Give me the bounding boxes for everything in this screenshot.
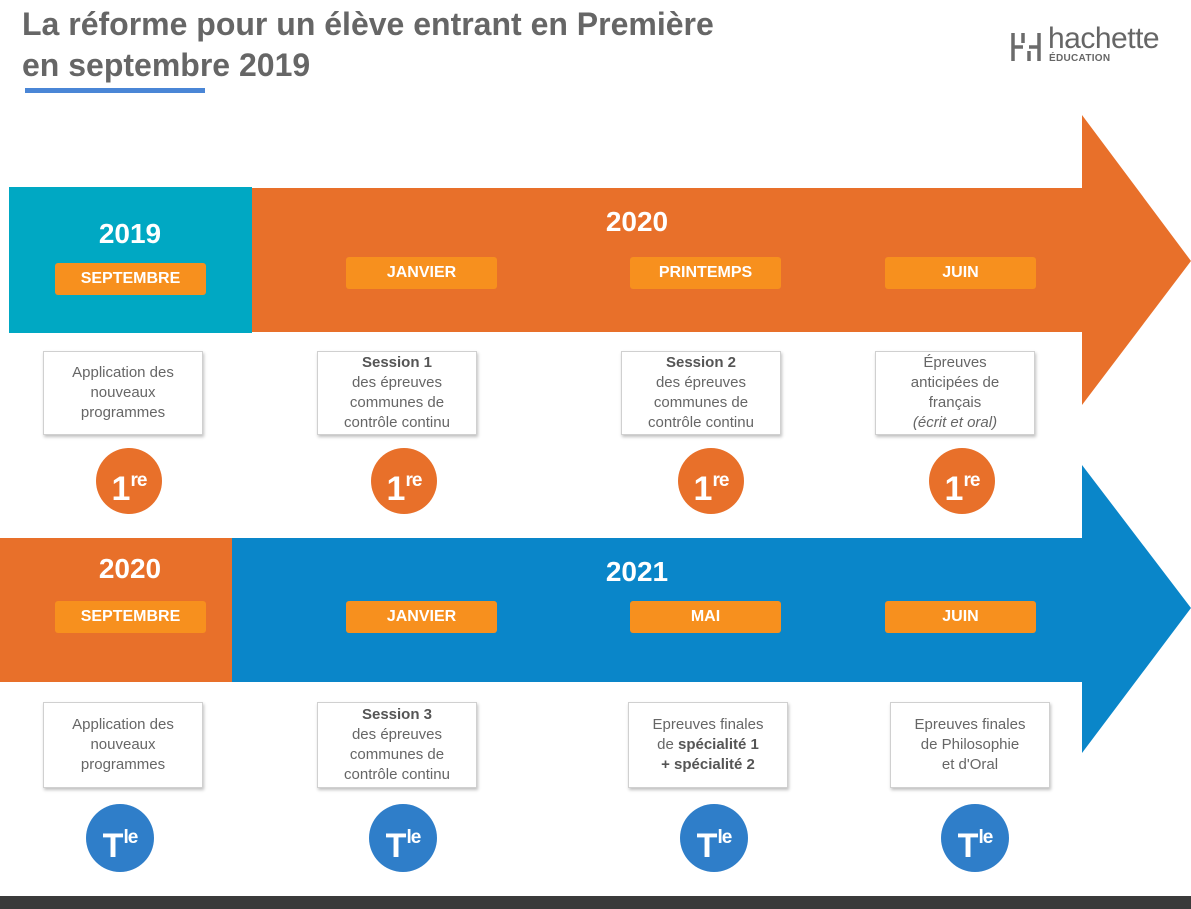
row1-month-printemps: PRINTEMPS xyxy=(630,257,781,289)
row2-box-application: Application des nouveaux programmes xyxy=(43,702,203,788)
row1-month-juin: JUIN xyxy=(885,257,1036,289)
page-title: La réforme pour un élève entrant en Prem… xyxy=(22,4,922,86)
row1-box-session2: Session 2 des épreuves communes de contr… xyxy=(621,351,781,435)
row1-box-francais: Épreuves anticipées de français (écrit e… xyxy=(875,351,1035,435)
row1-start-year: 2019 xyxy=(98,218,162,249)
title-line-1: La réforme pour un élève entrant en Prem… xyxy=(22,6,714,42)
logo-subtitle: ÉDUCATION xyxy=(1049,53,1111,64)
row2-box-session3: Session 3 des épreuves communes de contr… xyxy=(317,702,477,788)
row1-month-septembre: SEPTEMBRE xyxy=(55,263,206,295)
premiere-badge: 1re xyxy=(371,448,437,514)
title-underline xyxy=(25,88,205,93)
row2-month-juin: JUIN xyxy=(885,601,1036,633)
row1-main-year: 2020 xyxy=(605,206,669,237)
hachette-logo: hachette ÉDUCATION xyxy=(1010,22,1170,73)
row2-box-specialites: Epreuves finales de spécialité 1 + spéci… xyxy=(628,702,788,788)
bottom-bar xyxy=(0,896,1191,909)
terminale-badge: Tle xyxy=(941,804,1009,872)
row2-box-philosophie: Epreuves finales de Philosophie et d'Ora… xyxy=(890,702,1050,788)
hachette-h-icon xyxy=(1011,33,1041,61)
terminale-badge: Tle xyxy=(369,804,437,872)
row1-box-session1: Session 1 des épreuves communes de contr… xyxy=(317,351,477,435)
row1-box-application: Application des nouveaux programmes xyxy=(43,351,203,435)
start-block-2019 xyxy=(9,187,252,333)
row2-start-year: 2020 xyxy=(98,553,162,584)
row2-month-janvier: JANVIER xyxy=(346,601,497,633)
row2-main-year: 2021 xyxy=(605,556,669,587)
premiere-badge: 1re xyxy=(678,448,744,514)
terminale-badge: Tle xyxy=(86,804,154,872)
premiere-badge: 1re xyxy=(96,448,162,514)
row2-month-mai: MAI xyxy=(630,601,781,633)
row2-month-septembre: SEPTEMBRE xyxy=(55,601,206,633)
terminale-badge: Tle xyxy=(680,804,748,872)
title-line-2: en septembre 2019 xyxy=(22,47,311,83)
logo-name: hachette xyxy=(1048,22,1160,55)
premiere-badge: 1re xyxy=(929,448,995,514)
row1-month-janvier: JANVIER xyxy=(346,257,497,289)
